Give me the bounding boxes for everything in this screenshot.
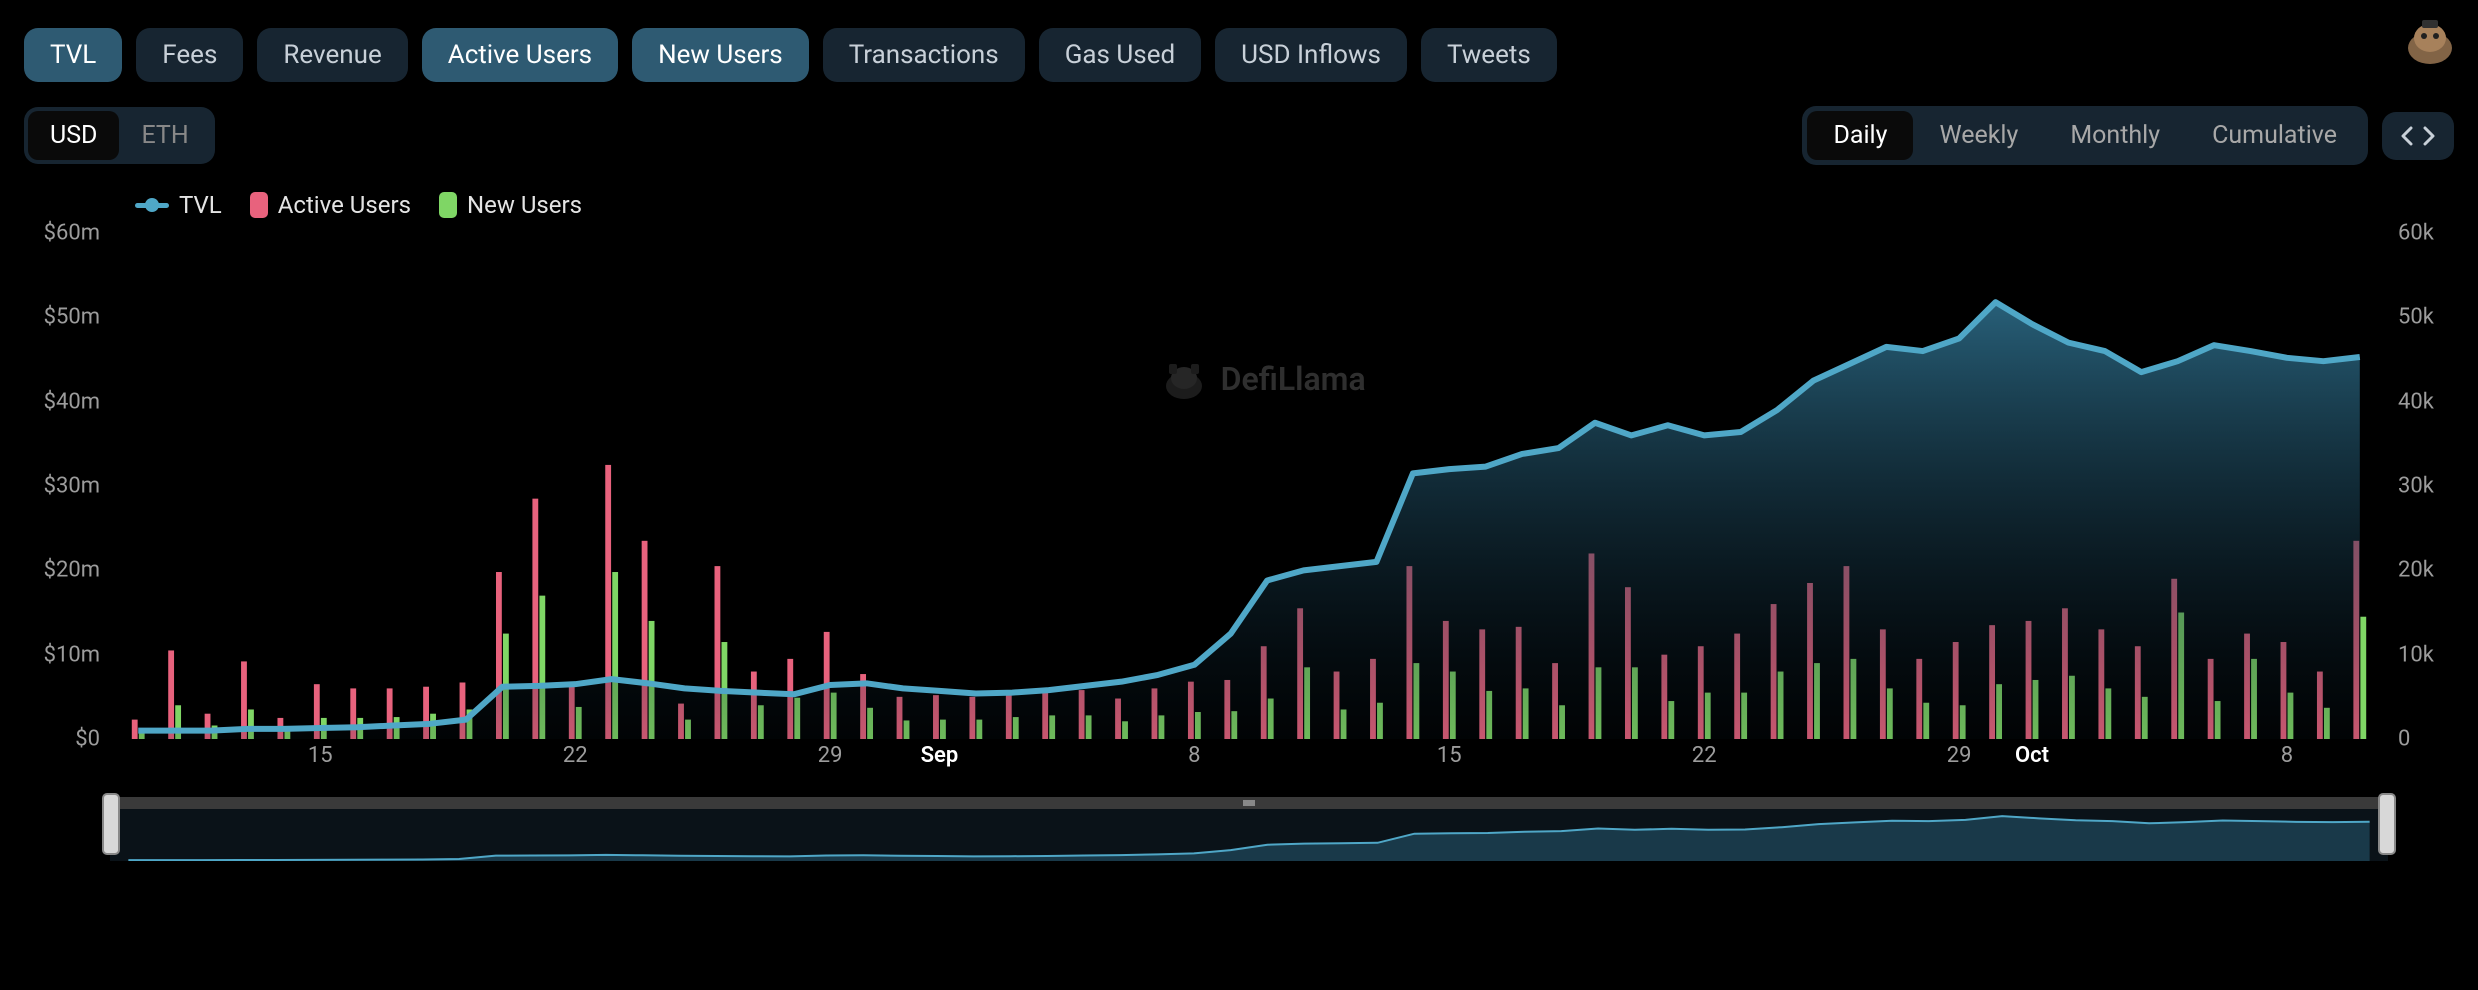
embed-icon (2400, 124, 2436, 148)
brush-handle-left[interactable] (102, 793, 120, 855)
legend-swatch (439, 192, 457, 218)
y-tick: $0 (75, 727, 100, 752)
metric-tab-gas-used[interactable]: Gas Used (1039, 28, 1201, 82)
legend-label: Active Users (278, 191, 411, 219)
period-tab-monthly[interactable]: Monthly (2044, 111, 2186, 160)
chart-legend: TVL Active Users New Users (0, 169, 2478, 219)
y-tick: 10k (2398, 642, 2434, 667)
x-tick: Oct (2015, 743, 2049, 768)
time-brush[interactable] (24, 797, 2454, 867)
y-tick: 60k (2398, 221, 2434, 246)
y-tick: $20m (44, 558, 100, 583)
y-tick: 40k (2398, 389, 2434, 414)
x-tick: 8 (1188, 743, 1200, 768)
y-tick: 20k (2398, 558, 2434, 583)
y-tick: $60m (44, 221, 100, 246)
main-chart[interactable]: $0$10m$20m$30m$40m$50m$60m 010k20k30k40k… (24, 233, 2454, 773)
metric-tab-transactions[interactable]: Transactions (823, 28, 1025, 82)
legend-item-tvl[interactable]: TVL (135, 191, 222, 219)
right-controls: DailyWeeklyMonthlyCumulative (1802, 106, 2454, 165)
period-tab-cumulative[interactable]: Cumulative (2186, 111, 2363, 160)
currency-toggle-group: USDETH (24, 107, 215, 164)
x-tick: 15 (308, 743, 333, 768)
metric-tab-usd-inflows[interactable]: USD Inflows (1215, 28, 1407, 82)
metric-tab-active-users[interactable]: Active Users (422, 28, 618, 82)
mini-chart-svg (110, 809, 2388, 861)
legend-swatch (135, 203, 169, 208)
period-tab-daily[interactable]: Daily (1807, 111, 1913, 160)
metric-tab-new-users[interactable]: New Users (632, 28, 809, 82)
y-tick: 50k (2398, 305, 2434, 330)
y-tick: $50m (44, 305, 100, 330)
period-tab-weekly[interactable]: Weekly (1913, 111, 2044, 160)
legend-label: TVL (179, 191, 222, 219)
y-tick: $40m (44, 389, 100, 414)
x-axis: 15 22 29 Sep 8 15 22 29 Oct 8 (120, 743, 2378, 773)
metric-tabs-row: TVL Fees Revenue Active Users New Users Trans… (0, 0, 2478, 94)
y-tick: 0 (2398, 727, 2410, 752)
y-tick: $10m (44, 642, 100, 667)
y-tick: $30m (44, 474, 100, 499)
x-tick: 29 (818, 743, 843, 768)
x-tick: 22 (563, 743, 588, 768)
brush-track[interactable] (110, 797, 2388, 809)
legend-swatch (250, 192, 268, 218)
y-axis-right: 010k20k30k40k50k60k (2394, 233, 2454, 739)
legend-label: New Users (467, 191, 582, 219)
brush-grip-icon (1243, 800, 1255, 806)
legend-item-active-users[interactable]: Active Users (250, 191, 411, 219)
chart-svg (120, 233, 2378, 739)
y-axis-left: $0$10m$20m$30m$40m$50m$60m (24, 233, 104, 739)
metric-tab-tvl[interactable]: TVL (24, 28, 122, 82)
x-tick: 29 (1947, 743, 1972, 768)
period-toggle-group: DailyWeeklyMonthlyCumulative (1802, 106, 2368, 165)
secondary-controls-row: USDETH DailyWeeklyMonthlyCumulative (0, 94, 2478, 169)
embed-button[interactable] (2382, 112, 2454, 160)
defillama-logo-icon (2400, 8, 2460, 68)
legend-item-new-users[interactable]: New Users (439, 191, 582, 219)
metric-tab-revenue[interactable]: Revenue (257, 28, 407, 82)
currency-tab-usd[interactable]: USD (28, 111, 119, 160)
x-tick: Sep (921, 743, 959, 768)
metric-tab-tweets[interactable]: Tweets (1421, 28, 1557, 82)
brush-minichart (110, 809, 2388, 861)
metric-tab-fees[interactable]: Fees (136, 28, 243, 82)
x-tick: 15 (1437, 743, 1462, 768)
y-tick: 30k (2398, 474, 2434, 499)
x-tick: 22 (1692, 743, 1717, 768)
plot-area[interactable]: DefiLlama (120, 233, 2378, 739)
currency-tab-eth[interactable]: ETH (119, 111, 210, 160)
brush-handle-right[interactable] (2378, 793, 2396, 855)
x-tick: 8 (2281, 743, 2293, 768)
